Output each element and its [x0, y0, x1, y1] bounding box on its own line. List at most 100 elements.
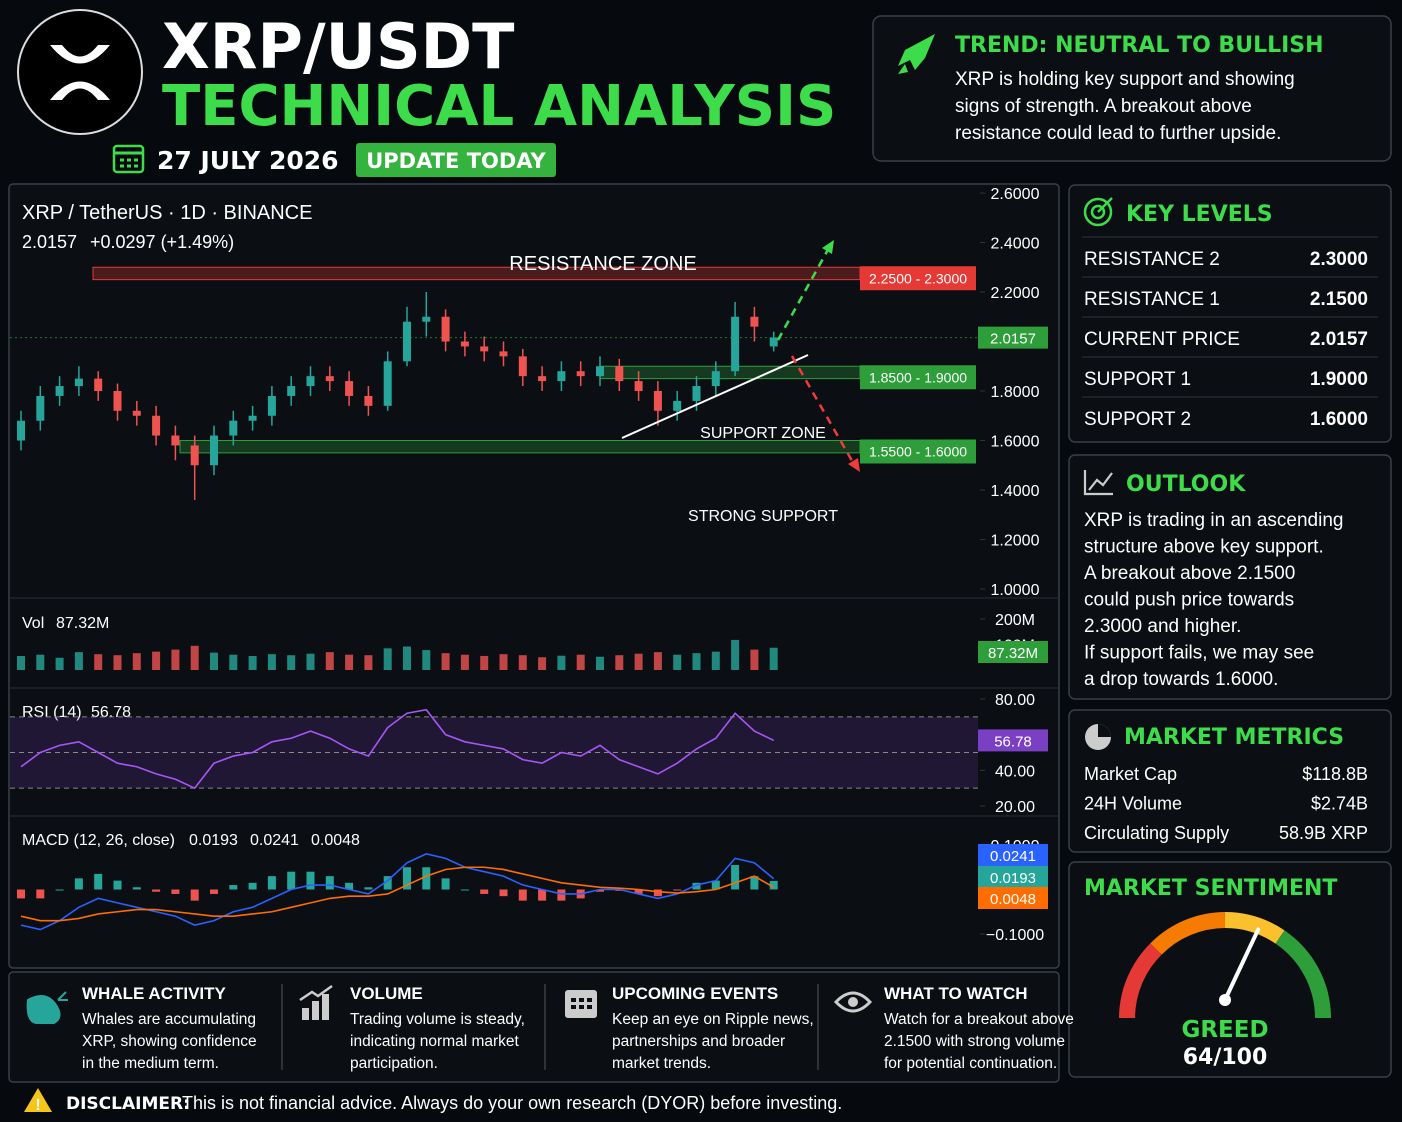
- volume-bar: [345, 654, 354, 670]
- candle-body: [132, 410, 141, 416]
- volume-bar: [325, 652, 334, 670]
- macd-hist: [750, 876, 759, 890]
- y-tick-label: 1.0000: [991, 582, 1040, 599]
- y-tick-label: 200M: [995, 612, 1035, 629]
- candle-body: [750, 316, 759, 327]
- outlook-text: a drop towards 1.6000.: [1084, 669, 1278, 690]
- volume-badge: 87.32M: [988, 645, 1038, 662]
- info-text: indicating normal market: [350, 1033, 520, 1050]
- macd-title: MACD (12, 26, close): [22, 832, 175, 849]
- info-text: Watch for a breakout above: [884, 1011, 1074, 1028]
- volume-bar: [132, 653, 141, 670]
- candle-body: [692, 386, 701, 401]
- zone-range: 1.8500 - 1.9000: [869, 369, 967, 385]
- candle-body: [229, 420, 238, 436]
- level-name: RESISTANCE 2: [1084, 249, 1220, 270]
- title: XRP/USDT: [162, 10, 514, 83]
- macd-hist: [306, 871, 315, 890]
- rsi-badge-bg: [978, 729, 1048, 752]
- badge-bg: [356, 143, 556, 177]
- macd-hist: [36, 889, 45, 899]
- candle-body: [557, 371, 566, 382]
- candle-body: [210, 435, 218, 466]
- vol-title: Vol: [22, 615, 44, 632]
- macd-hist: [287, 871, 296, 890]
- logo: [17, 9, 143, 135]
- macd-hist: [480, 889, 489, 894]
- outlook-text: structure above key support.: [1084, 537, 1324, 558]
- gauge-needle: [1223, 927, 1261, 1002]
- zone-label-bg: [860, 439, 976, 464]
- volume-bar: [287, 655, 296, 670]
- volume-bar: [36, 654, 45, 670]
- volume-bar: [74, 652, 83, 670]
- info-text: for potential continuation.: [884, 1055, 1057, 1072]
- candle-body: [306, 376, 315, 387]
- outlook-text: 2.3000 and higher.: [1084, 616, 1241, 637]
- macd-hist: [692, 882, 701, 890]
- macd-hist: [460, 889, 469, 891]
- macd-hist: [345, 882, 354, 890]
- candle-body: [325, 376, 334, 382]
- macd-line: [20, 866, 775, 922]
- y-tick-label: 2.6000: [991, 186, 1040, 203]
- volume-bar: [750, 649, 759, 670]
- candle-body: [190, 445, 199, 466]
- price-change: +0.0297 (+1.49%): [90, 232, 234, 252]
- candle-body: [36, 395, 45, 421]
- y-tick-label: 40.00: [995, 763, 1035, 780]
- metric-value: $2.74B: [1311, 794, 1368, 814]
- sentiment-title: MARKET SENTIMENT: [1084, 876, 1337, 901]
- price-badge-bg: [978, 326, 1048, 349]
- trend-box: [872, 15, 1392, 162]
- info-text: partnerships and broader: [612, 1033, 785, 1050]
- macd-hist: [267, 876, 276, 890]
- zone-label-bg: [860, 365, 976, 390]
- candle-body: [731, 316, 740, 372]
- warning-mark: !: [35, 1097, 40, 1114]
- rocket-icon: [898, 34, 935, 74]
- trend-text: resistance could lead to further upside.: [955, 123, 1281, 144]
- info-text: Trading volume is steady,: [350, 1011, 525, 1028]
- volume-bar: [306, 653, 315, 670]
- bear-arrow: [790, 355, 857, 467]
- info-title: WHALE ACTIVITY: [82, 984, 227, 1003]
- info-text: in the medium term.: [82, 1055, 219, 1072]
- macd-hist: [731, 865, 740, 890]
- rsi-badge: 56.78: [994, 733, 1032, 750]
- candle-body: [422, 316, 431, 322]
- candle-body: [364, 395, 373, 406]
- rsi-line: [20, 708, 775, 790]
- level-value: 2.1500: [1310, 289, 1368, 310]
- volume-bar: [383, 648, 392, 670]
- info-title: UPCOMING EVENTS: [612, 984, 778, 1003]
- candle-body: [74, 378, 83, 387]
- volume-bar: [538, 657, 547, 670]
- macd-readout: 0.0193: [189, 832, 238, 849]
- volume-bar: [692, 653, 701, 670]
- candle-body: [403, 321, 411, 362]
- outlook-box: [1068, 454, 1392, 700]
- chart-icon: [1083, 470, 1113, 496]
- zone-range: 1.5500 - 1.6000: [869, 444, 967, 460]
- volume-bar: [711, 651, 720, 670]
- date: 27 JULY 2026: [157, 146, 339, 175]
- sentiment-box: [1068, 861, 1392, 1078]
- volume-bar: [55, 657, 64, 670]
- volume-bar: [17, 655, 25, 670]
- macd-hist: [499, 889, 508, 897]
- volume-bar: [229, 654, 238, 670]
- info-text: XRP, showing confidence: [82, 1033, 257, 1050]
- key-levels-title: KEY LEVELS: [1126, 202, 1273, 227]
- macd-hist: [364, 887, 373, 890]
- level-value: 2.3000: [1310, 249, 1368, 270]
- volume-bar: [576, 654, 585, 670]
- chart-frame: [8, 183, 1060, 969]
- level-value: 2.0157: [1310, 329, 1368, 350]
- key-levels-box: [1068, 184, 1392, 443]
- subtitle: TECHNICAL ANALYSIS: [162, 74, 836, 139]
- zone: [92, 266, 861, 281]
- bull-arrow: [776, 245, 832, 341]
- candle-body: [55, 386, 64, 396]
